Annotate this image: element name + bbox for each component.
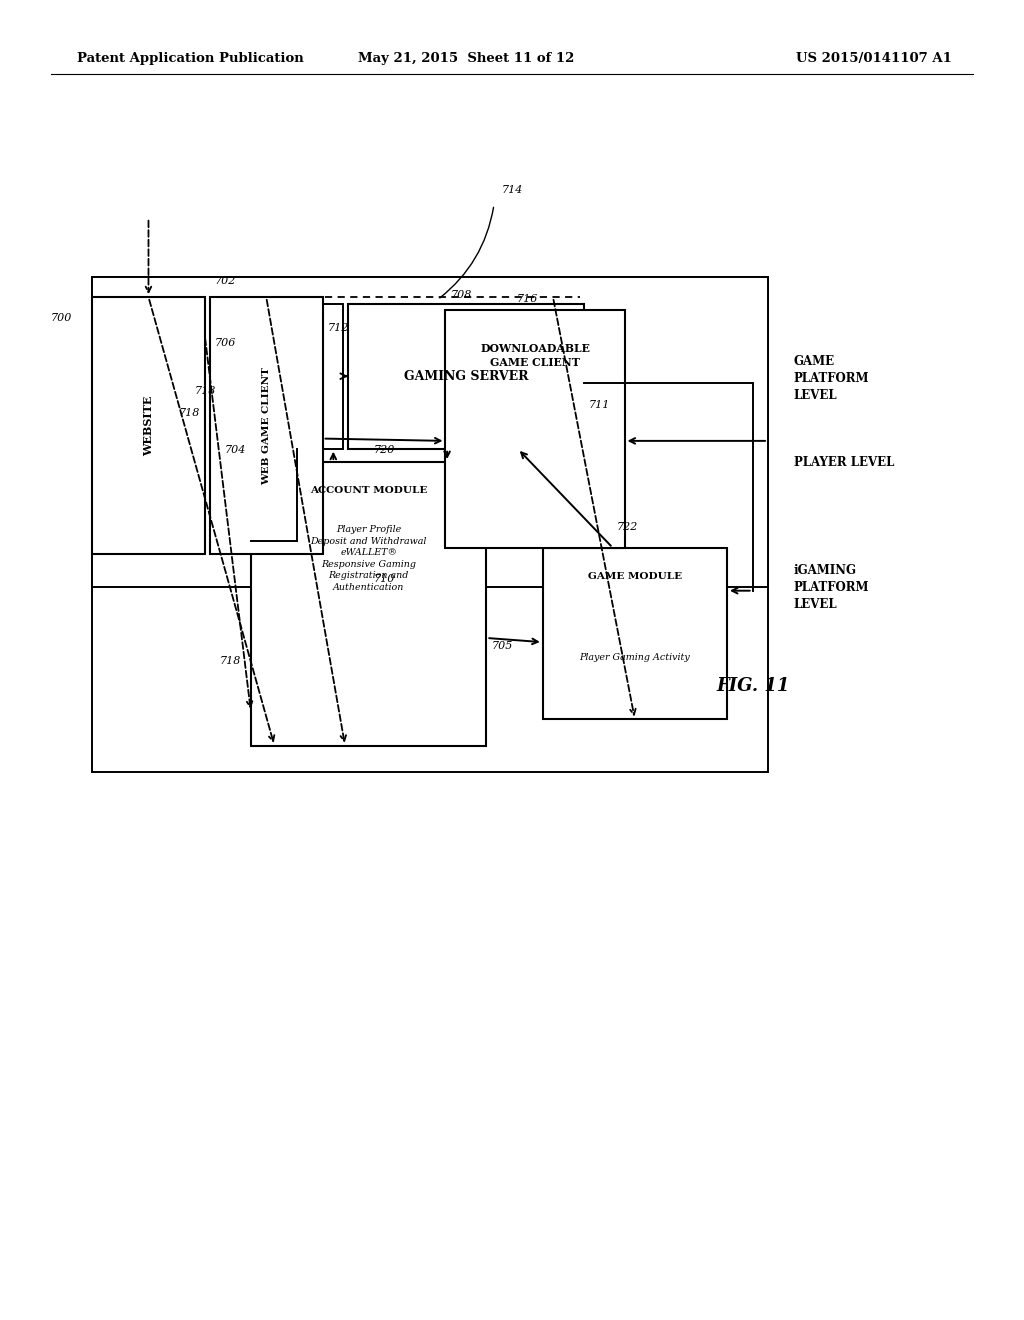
Text: GAME MODULE: GAME MODULE: [588, 572, 682, 581]
Bar: [92, 297, 205, 554]
Bar: [543, 548, 727, 719]
Text: WEB GAME CLIENT: WEB GAME CLIENT: [262, 367, 270, 484]
Text: 700: 700: [50, 313, 72, 322]
Text: Patent Application Publication: Patent Application Publication: [77, 51, 303, 65]
Text: Player Gaming Activity: Player Gaming Activity: [580, 653, 690, 661]
Text: 712: 712: [328, 323, 349, 333]
Text: FIG. 11: FIG. 11: [717, 677, 791, 696]
Text: 718: 718: [178, 408, 200, 418]
Text: 706: 706: [215, 338, 237, 348]
Text: 720: 720: [374, 445, 395, 455]
Text: GAMING SERVER: GAMING SERVER: [403, 370, 528, 383]
Text: DOWNLOADABLE
GAME CLIENT: DOWNLOADABLE GAME CLIENT: [480, 343, 590, 368]
Bar: [92, 277, 768, 482]
Text: 718: 718: [219, 656, 241, 665]
Text: ACCOUNT MODULE: ACCOUNT MODULE: [310, 486, 427, 495]
Bar: [251, 462, 486, 746]
Text: 716: 716: [517, 293, 539, 304]
Bar: [92, 284, 768, 772]
Text: GAME
PLATFORM
LEVEL: GAME PLATFORM LEVEL: [794, 355, 869, 403]
Text: US 2015/0141107 A1: US 2015/0141107 A1: [797, 51, 952, 65]
Text: WEBSITE: WEBSITE: [143, 396, 154, 455]
Text: 704: 704: [224, 445, 246, 455]
Text: 714: 714: [501, 185, 522, 195]
Text: 708: 708: [451, 289, 472, 300]
Text: 705: 705: [492, 642, 513, 652]
Text: iGAMING
PLATFORM
LEVEL: iGAMING PLATFORM LEVEL: [794, 564, 869, 611]
Text: 718: 718: [195, 385, 216, 396]
Bar: [445, 310, 625, 548]
Text: May 21, 2015  Sheet 11 of 12: May 21, 2015 Sheet 11 of 12: [357, 51, 574, 65]
Bar: [92, 277, 768, 587]
Text: 722: 722: [616, 521, 638, 532]
Text: 710: 710: [374, 574, 394, 585]
Text: Player Profile
Deposit and Withdrawal
eWALLET®
Responsive Gaming
Registration an: Player Profile Deposit and Withdrawal eW…: [310, 525, 427, 591]
Bar: [251, 304, 343, 449]
Text: 711: 711: [589, 400, 610, 411]
Bar: [210, 297, 323, 554]
Bar: [348, 304, 584, 449]
Text: 702: 702: [215, 276, 237, 286]
Text: PLAYER LEVEL: PLAYER LEVEL: [794, 455, 894, 469]
